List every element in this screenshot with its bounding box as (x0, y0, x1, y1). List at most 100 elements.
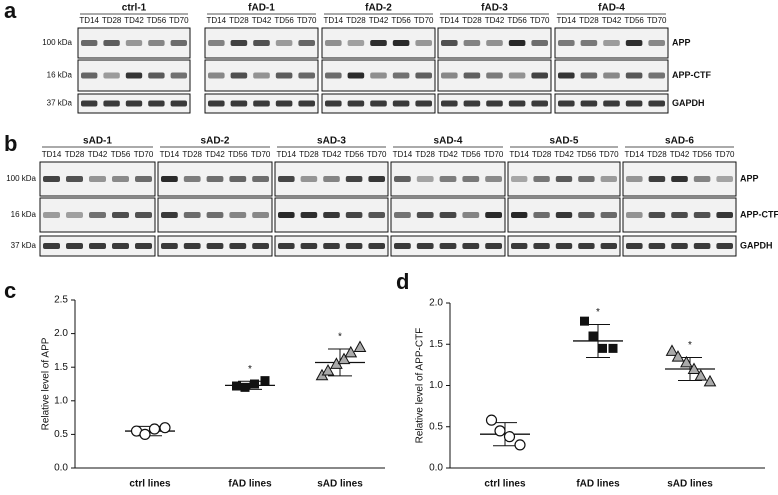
y-tick-label: 0.0 (429, 463, 443, 474)
band (533, 243, 550, 249)
band (511, 243, 528, 249)
band (555, 243, 573, 249)
band (66, 212, 83, 218)
band (170, 72, 187, 79)
band (183, 243, 201, 249)
marker-label: 37 kDa (47, 99, 73, 108)
lane-label: TD70 (367, 150, 387, 159)
band (253, 72, 270, 79)
point (588, 331, 598, 341)
x-tick-label: fAD lines (576, 479, 620, 490)
point (703, 374, 717, 387)
point (232, 381, 241, 391)
lane-label: TD56 (274, 16, 294, 25)
point (680, 355, 693, 368)
band (323, 176, 340, 182)
panel-label: b (4, 131, 17, 156)
band (275, 72, 293, 79)
band (555, 176, 573, 182)
band (161, 176, 178, 182)
band (600, 212, 617, 218)
marker-label: 100 kDa (6, 174, 36, 183)
x-tick-label: ctrl lines (484, 479, 526, 490)
band (148, 100, 165, 107)
group-name: ctrl-1 (122, 3, 147, 14)
protein-label: APP-CTF (672, 70, 711, 80)
significance: * (248, 364, 252, 375)
lane-label: TD28 (532, 150, 552, 159)
band (298, 72, 315, 79)
lane-label: TD70 (169, 16, 189, 25)
band (368, 176, 385, 182)
point (159, 422, 171, 434)
band (298, 40, 315, 46)
marker-label: 37 kDa (11, 241, 37, 250)
band (558, 40, 575, 46)
point (671, 350, 685, 362)
band (394, 243, 411, 249)
band (208, 40, 225, 46)
point (344, 345, 358, 358)
lane-label: TD56 (461, 150, 481, 159)
significance: * (596, 307, 600, 318)
marker-label: 16 kDa (47, 71, 73, 80)
band (533, 176, 550, 182)
band (370, 72, 387, 79)
band (345, 243, 363, 249)
band (43, 176, 60, 182)
y-tick-label: 0.5 (54, 429, 68, 440)
lane-label: TD70 (530, 16, 550, 25)
lane-label: TD14 (277, 150, 297, 159)
lane-label: TD28 (229, 16, 249, 25)
lane-label: TD28 (299, 150, 319, 159)
band (394, 176, 411, 182)
lane-label: TD28 (579, 16, 599, 25)
lane-label: TD14 (557, 16, 577, 25)
point (148, 423, 161, 435)
lane-label: TD70 (715, 150, 735, 159)
band (580, 40, 598, 46)
y-tick-label: 1.0 (54, 395, 68, 406)
lane-label: TD56 (624, 16, 644, 25)
band (230, 40, 248, 46)
lane-label: TD28 (182, 150, 202, 159)
band (325, 100, 342, 107)
band (648, 40, 665, 46)
marker-label: 16 kDa (11, 210, 37, 219)
band (439, 243, 457, 249)
point (260, 376, 270, 386)
band (278, 176, 295, 182)
band (486, 100, 503, 107)
group-name: sAD-6 (665, 136, 694, 147)
lane-label: TD70 (599, 150, 619, 159)
point (598, 343, 607, 353)
band (229, 212, 247, 218)
panel-label: c (4, 278, 16, 303)
band (66, 243, 83, 249)
band (347, 40, 365, 46)
band (693, 243, 711, 249)
band (103, 100, 120, 107)
band (103, 72, 120, 79)
band (392, 100, 410, 107)
lane-label: TD42 (205, 150, 225, 159)
band (693, 212, 711, 218)
x-tick-label: fAD lines (228, 479, 272, 490)
band (112, 176, 129, 182)
protein-label: GAPDH (672, 98, 705, 108)
band (463, 100, 481, 107)
band (533, 212, 550, 218)
band (648, 243, 666, 249)
lane-label: TD56 (577, 150, 597, 159)
point (337, 352, 351, 365)
point (139, 428, 151, 440)
band (625, 40, 643, 46)
protein-label: APP (740, 173, 759, 183)
band (626, 243, 643, 249)
lane-label: TD28 (102, 16, 122, 25)
band (416, 212, 434, 218)
band (415, 40, 432, 46)
band (416, 176, 434, 182)
band (206, 212, 224, 218)
